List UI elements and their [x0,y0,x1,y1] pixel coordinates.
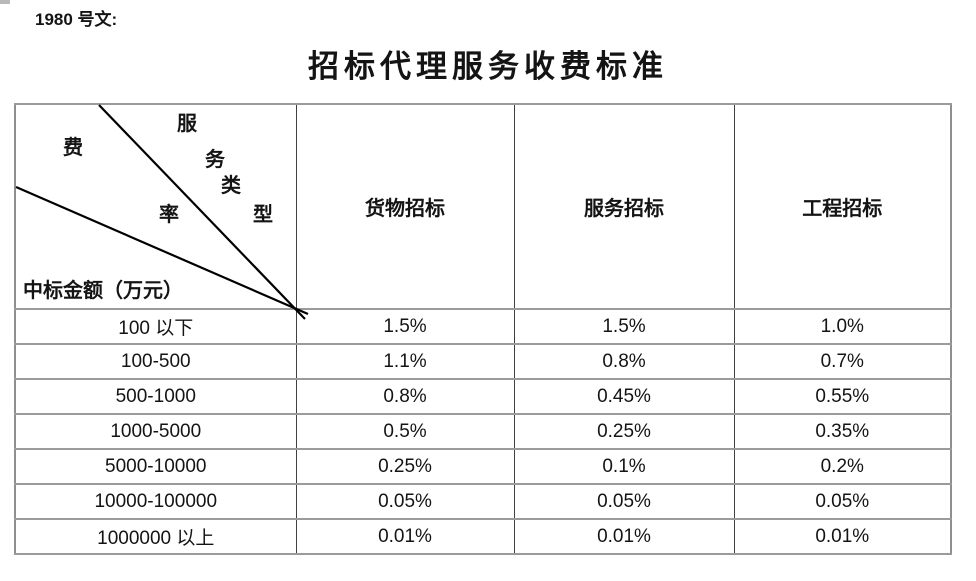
diagonal-header-cell: 服 务 类 型 费 率 中标金额（万元） [14,103,309,320]
table-row: 5000-10000 0.25% 0.1% 0.2% [14,448,952,485]
rate-cell: 1.1% [295,343,515,380]
amount-cell: 1000000 以上 [14,518,297,555]
table-row: 500-1000 0.8% 0.45% 0.55% [14,378,952,415]
rate-cell: 0.05% [295,483,515,520]
rate-cell: 0.1% [513,448,735,485]
diag-type-char: 型 [253,204,273,226]
rate-cell: 0.2% [733,448,952,485]
column-header-engineering: 工程招标 [733,103,952,310]
diag-fee-char: 费 [63,137,83,159]
rate-cell: 0.55% [733,378,952,415]
scan-edge-artifact [0,0,10,4]
rate-cell: 1.0% [733,308,952,345]
rate-cell: 0.01% [295,518,515,555]
rate-cell: 0.5% [295,413,515,450]
diag-type-char: 务 [205,149,225,171]
column-header-service: 服务招标 [513,103,735,310]
rate-cell: 0.7% [733,343,952,380]
page-title: 招标代理服务收费标准 [308,49,668,84]
table-row: 100-500 1.1% 0.8% 0.7% [14,343,952,380]
rate-cell: 0.01% [733,518,952,555]
table-header-row: 服 务 类 型 费 率 中标金额（万元） 货物招标 服务招标 工程招标 [14,103,952,320]
table-row: 100 以下 1.5% 1.5% 1.0% [14,308,952,345]
rate-cell: 0.25% [295,448,515,485]
rate-cell: 1.5% [513,308,735,345]
rate-cell: 0.01% [513,518,735,555]
rate-cell: 0.05% [513,483,735,520]
rate-cell: 0.8% [513,343,735,380]
table-row: 1000-5000 0.5% 0.25% 0.35% [14,413,952,450]
doc-number-label: 1980 号文: [35,10,118,29]
amount-cell: 10000-100000 [14,483,297,520]
rate-cell: 0.05% [733,483,952,520]
amount-cell: 5000-10000 [14,448,297,485]
amount-cell: 500-1000 [14,378,297,415]
table-row: 10000-100000 0.05% 0.05% 0.05% [14,483,952,520]
diag-type-char: 服 [177,113,197,135]
table-row: 1000000 以上 0.01% 0.01% 0.01% [14,518,952,555]
rate-cell: 0.25% [513,413,735,450]
diag-bottom-label: 中标金额（万元） [23,280,183,302]
rate-cell: 0.35% [733,413,952,450]
rate-cell: 0.45% [513,378,735,415]
diag-type-char: 类 [221,175,241,197]
amount-cell: 100-500 [14,343,297,380]
diag-fee-char: 率 [159,204,179,226]
rate-cell: 1.5% [295,308,515,345]
amount-cell: 1000-5000 [14,413,297,450]
amount-cell: 100 以下 [14,308,297,345]
fee-table: 服 务 类 型 费 率 中标金额（万元） 货物招标 服务招标 工程招标 100 … [14,103,952,555]
rate-cell: 0.8% [295,378,515,415]
column-header-goods: 货物招标 [295,103,515,310]
